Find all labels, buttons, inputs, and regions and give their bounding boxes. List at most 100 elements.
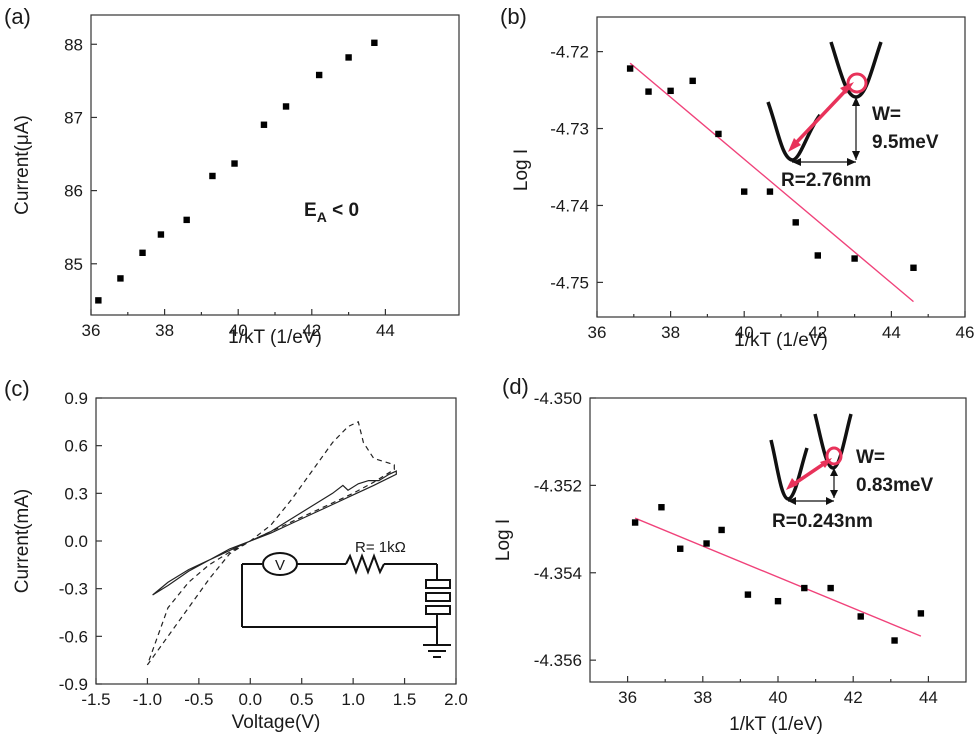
panel-b-y-tick-label: -4.75 (550, 273, 589, 292)
panel-a-data-point (315, 71, 323, 79)
panel-c-y-tick-label: -0.3 (59, 580, 88, 599)
panel-b-hop-arrow (791, 85, 851, 148)
panel-d-r-arrowhead-left (788, 497, 796, 505)
panel-d-data-point (891, 637, 898, 644)
panel-b-particle-circle (846, 72, 868, 94)
panel-d-y-tick-label: -4.352 (534, 476, 582, 495)
panel-d-x-tick-label: 36 (618, 688, 637, 707)
panel-d-x-tick-label: 42 (844, 688, 863, 707)
panel-b-data-point (766, 188, 774, 195)
voltmeter-label: V (275, 557, 285, 574)
panel-d-chart: 36 38 40 42 44 -4.350 -4.352 -4.354 -4.356 1/kT … (493, 389, 967, 735)
panel-a-data-point (209, 172, 216, 180)
panel-b-fit-line (629, 62, 914, 303)
panel-a-data-point (371, 39, 378, 47)
panel-d-fit-line (634, 517, 922, 637)
panel-b-data-point (689, 77, 696, 85)
panel-a-activation-energy-label: EA < 0 (304, 200, 359, 225)
panel-c-y-tick-label: -0.9 (59, 675, 88, 694)
panel-b-x-tick-label: 44 (882, 323, 901, 342)
panel-a-x-tick-label: 42 (302, 321, 321, 340)
panel-a-chart: 36 38 40 42 44 85 86 87 88 1/kT (1/eV) Current(μ… (12, 14, 460, 348)
panel-d-plot-frame (589, 397, 967, 683)
device-plate-2 (425, 592, 451, 602)
panel-a-y-axis-label: Current(μA) (12, 115, 33, 215)
panel-b-data-point (814, 252, 821, 259)
panel-d-data-point (774, 597, 782, 605)
panel-d-data-point (677, 545, 684, 552)
panel-c-solid-iv-curve (152, 470, 397, 596)
panel-b-x-tick-label: 40 (735, 323, 754, 342)
panel-d-x-axis-label: 1/kT (1/eV) (729, 714, 823, 735)
panel-c-x-tick-label: -1.5 (81, 690, 110, 709)
panel-a-y-tick-label: 88 (64, 35, 83, 54)
panel-b-data-point (626, 65, 634, 72)
panel-a-data-point (117, 275, 124, 282)
panel-b-left-well (766, 101, 822, 162)
panel-b-data-point (667, 87, 674, 95)
panel-b-data-point (910, 264, 917, 271)
panel-d-w-label-line2: 0.83meV (856, 475, 933, 496)
panel-c-y-tick-label: 0.9 (64, 389, 88, 408)
panel-a-y-tick-label: 85 (64, 255, 83, 274)
panel-d-data-point (703, 540, 710, 547)
panel-d-data-point (857, 613, 864, 620)
panel-d-left-well (769, 439, 809, 501)
panel-b-data-point (851, 255, 858, 262)
panel-d-particle-circle (825, 446, 843, 466)
panel-b-r-label: R=2.76nm (781, 170, 871, 191)
panel-c-chart: -1.5 -1.0 -0.5 0.0 0.5 1.0 1.5 2.0 0.9 0.6 0.3 0.0 -… (12, 389, 468, 733)
panel-a-y-tick-label: 86 (64, 182, 83, 201)
panel-d-hop-arrowhead-right (820, 458, 832, 468)
device-plate-1 (425, 579, 451, 589)
panel-d-hop-arrow (790, 459, 829, 488)
panel-a-data-point (95, 297, 102, 304)
panel-c-y-tick-label: 0.0 (64, 532, 88, 551)
panel-a-x-tick-label: 36 (82, 321, 101, 340)
panel-a-y-tick-label: 87 (64, 108, 83, 127)
panel-c-x-axis-label: Voltage(V) (232, 712, 321, 733)
panel-c-y-tick-label: 0.6 (64, 437, 88, 456)
panel-b-data-point (792, 219, 799, 226)
panel-b-y-tick-label: -4.74 (550, 196, 589, 215)
panel-d-y-tick-label: -4.354 (534, 564, 582, 583)
panel-d-data-point (631, 519, 639, 526)
panel-a-data-point (157, 231, 165, 238)
panel-b-plot-frame (596, 16, 966, 318)
panel-label-c: (c) (4, 376, 30, 401)
panel-d-y-tick-label: -4.350 (534, 389, 582, 408)
panel-a-x-tick-label: 40 (229, 321, 248, 340)
panel-b-y-tick-label: -4.73 (550, 120, 589, 139)
panel-label-a: (a) (4, 4, 31, 29)
panel-b-data-point (715, 130, 722, 138)
panel-label-b: (b) (500, 4, 527, 29)
panel-b-w-arrowhead-bottom (852, 151, 860, 160)
panel-b-r-arrowhead-left (792, 158, 801, 166)
panel-c-y-axis-label: Current(mA) (12, 489, 33, 594)
panel-d-y-axis-label: Log I (493, 519, 514, 561)
panel-b-w-label-line1: W= (872, 104, 901, 125)
panel-a-plot-frame (90, 14, 460, 316)
panel-b-w-label-line2: 9.5meV (872, 132, 939, 153)
panel-a-x-axis-label: 1/kT (1/eV) (228, 327, 322, 348)
panel-b-y-axis-label: Log I (511, 149, 532, 191)
panel-a-data-point (345, 54, 352, 61)
panel-c-circuit-inset (241, 552, 451, 658)
device-plate-3 (425, 605, 451, 615)
panel-a-x-tick-label: 44 (376, 321, 395, 340)
panel-c-y-tick-label: 0.3 (64, 484, 88, 503)
panel-d-r-arrowhead-right (826, 497, 834, 505)
panel-c-x-tick-label: 2.0 (444, 690, 468, 709)
panel-d-w-arrowhead-bottom (830, 490, 838, 498)
panel-b-x-tick-label: 46 (956, 323, 975, 342)
panel-d-data-point (917, 610, 925, 617)
resistor-symbol (345, 553, 385, 575)
panel-d-data-point (827, 584, 834, 592)
panel-d-r-label: R=0.243nm (772, 511, 873, 532)
panel-a-data-point (139, 249, 146, 257)
panel-d-x-tick-label: 38 (693, 688, 712, 707)
panel-a-data-point (231, 160, 238, 167)
panel-b-data-point (645, 88, 652, 95)
panel-d-w-label-line1: W= (856, 447, 885, 468)
panel-a-data-point (183, 216, 190, 224)
